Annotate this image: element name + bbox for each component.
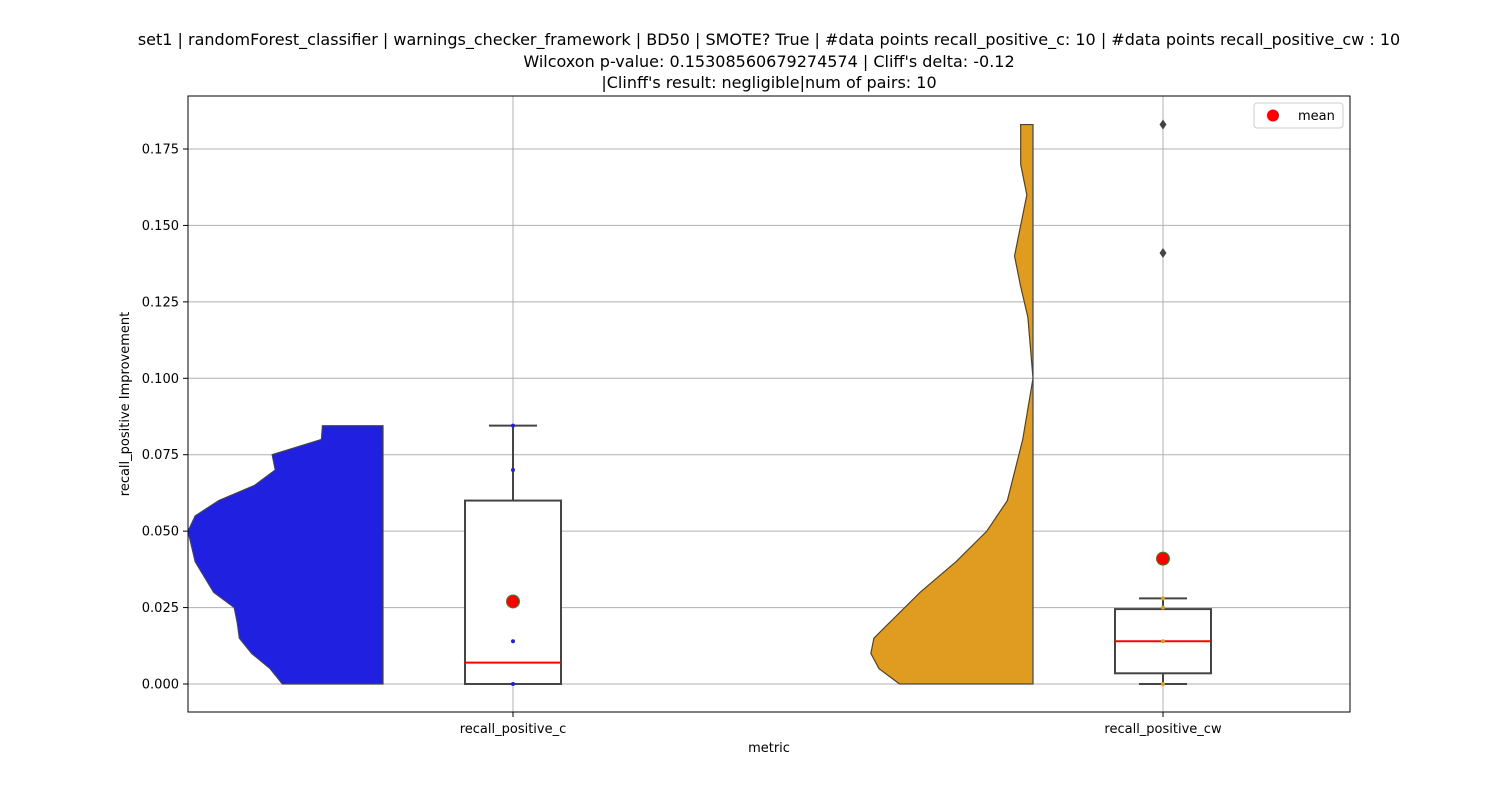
violin-recall_positive_cw xyxy=(870,123,1034,685)
data-point xyxy=(1161,682,1165,686)
plot-frame xyxy=(187,95,1351,713)
data-point xyxy=(511,639,515,644)
legend-box xyxy=(1253,102,1344,129)
chart-title-line-3: |Clinff's result: negligible|num of pair… xyxy=(601,73,937,92)
y-tick-label: 0.125 xyxy=(142,295,179,310)
x-tick-label: recall_positive_cw xyxy=(1104,722,1222,737)
y-tick-label: 0.175 xyxy=(142,143,179,158)
y-axis-label: recall_positive Improvement xyxy=(118,312,133,496)
box-recall_positive_c xyxy=(464,499,562,686)
mean-marker xyxy=(506,594,520,609)
y-axis: 0.000 0.025 0.050 0.075 0.100 0.125 0.150 0.175 xyxy=(142,143,188,693)
data-point xyxy=(1161,639,1165,644)
outlier-point xyxy=(1159,119,1167,130)
x-axis: recall_positive_c recall_positive_cw xyxy=(460,712,1222,737)
chart-title-line-2: Wilcoxon p-value: 0.15308560679274574 | … xyxy=(523,52,1015,71)
data-point xyxy=(511,423,515,428)
data-point xyxy=(1161,596,1165,601)
x-tick-label: recall_positive_c xyxy=(460,722,567,737)
y-tick-label: 0.100 xyxy=(142,372,179,387)
legend-mean-marker xyxy=(1267,109,1279,122)
x-axis-label: metric xyxy=(748,741,790,756)
data-point xyxy=(511,682,515,686)
violin-recall_positive_c xyxy=(187,425,384,685)
boxplots xyxy=(464,424,1212,686)
legend-mean-label: mean xyxy=(1298,109,1335,124)
legend: mean xyxy=(1253,102,1344,129)
y-tick-label: 0.025 xyxy=(142,601,179,616)
outlier-point xyxy=(1159,247,1167,258)
y-tick-label: 0.150 xyxy=(142,219,179,234)
data-marks xyxy=(506,119,1170,686)
y-tick-label: 0.050 xyxy=(142,525,179,540)
y-tick-label: 0.000 xyxy=(142,678,179,693)
mean-marker xyxy=(1156,551,1170,566)
violins xyxy=(187,123,1034,685)
y-tick-label: 0.075 xyxy=(142,448,179,463)
chart-title-line-1: set1 | randomForest_classifier | warning… xyxy=(137,30,1401,49)
data-point xyxy=(1161,605,1165,610)
data-point xyxy=(511,468,515,472)
